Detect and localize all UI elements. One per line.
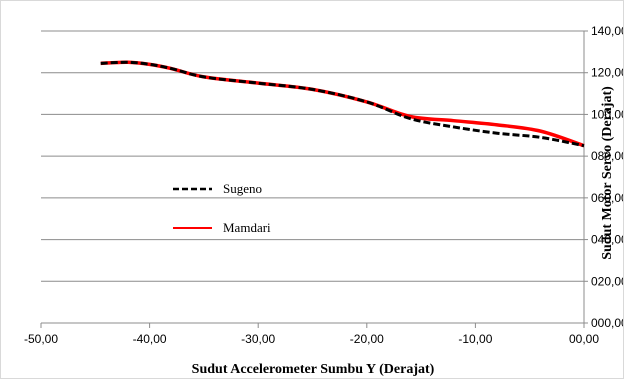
y-tick-label: 140,00 bbox=[591, 24, 623, 38]
y-tick-label: 080,00 bbox=[591, 149, 623, 163]
gridlines bbox=[41, 30, 584, 324]
axes: 000,00 020,00 040,00 060,00 080,00 100,00 120,… bbox=[24, 24, 623, 346]
x-tick-label: -50,00 bbox=[24, 332, 58, 346]
y-tick-label: 120,00 bbox=[591, 66, 623, 80]
x-axis-title: Sudut Accelerometer Sumbu Y (Derajat) bbox=[192, 362, 435, 377]
x-tick-label: -20,00 bbox=[350, 332, 384, 346]
series-lines bbox=[100, 60, 585, 148]
y-tick-label: 100,00 bbox=[591, 107, 623, 121]
x-tick-label: -40,00 bbox=[133, 332, 167, 346]
x-tick-label: -10,00 bbox=[458, 332, 492, 346]
y-tick-label: 020,00 bbox=[591, 274, 623, 288]
legend-label-mamdari: Mamdari bbox=[223, 220, 271, 235]
y-tick-label: 000,00 bbox=[591, 316, 623, 330]
series-line-mamdari bbox=[100, 60, 585, 148]
legend: Sugeno Mamdari bbox=[173, 181, 271, 235]
x-tick-label: -30,00 bbox=[241, 332, 275, 346]
y-axis-title: Sudut Motor Servo (Derajat) bbox=[600, 86, 615, 260]
y-tick-label: 040,00 bbox=[591, 233, 623, 247]
legend-label-sugeno: Sugeno bbox=[223, 181, 262, 196]
x-tick-label: 00,00 bbox=[569, 332, 599, 346]
series-line-sugeno bbox=[100, 60, 585, 148]
y-tick-label: 060,00 bbox=[591, 191, 623, 205]
